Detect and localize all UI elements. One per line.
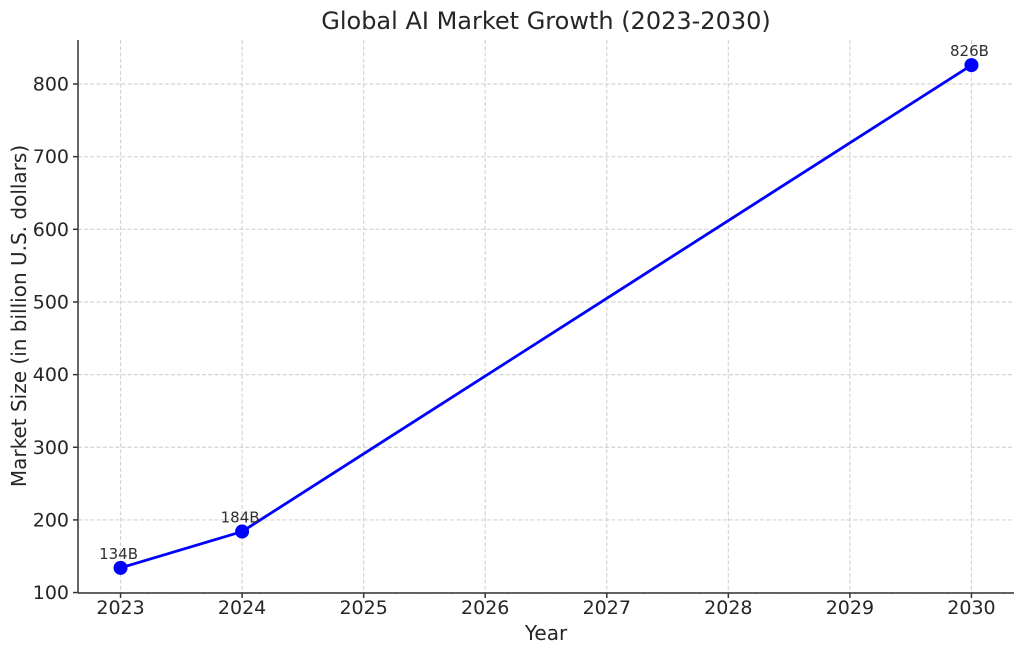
data-series <box>113 58 979 575</box>
x-tick-label: 2025 <box>339 597 387 619</box>
y-tick-label: 400 <box>33 364 69 386</box>
y-tick-label: 500 <box>33 291 69 313</box>
x-tick-label: 2024 <box>218 597 266 619</box>
data-point <box>235 524 250 539</box>
point-annotation: 184B <box>221 509 260 527</box>
tick-layer: 2023 2024 2025 2026 2027 2028 2029 2030 100 200 30… <box>33 74 996 619</box>
chart-title: Global AI Market Growth (2023-2030) <box>321 7 770 35</box>
data-point <box>113 560 128 575</box>
y-tick-label: 700 <box>33 146 69 168</box>
x-tick-label: 2026 <box>461 597 509 619</box>
x-tick-label: 2023 <box>96 597 144 619</box>
point-annotation: 134B <box>99 545 138 563</box>
market-growth-line <box>119 63 973 570</box>
x-tick-label: 2027 <box>583 597 631 619</box>
y-tick-label: 300 <box>33 437 69 459</box>
point-annotation: 826B <box>950 42 989 60</box>
x-tick-label: 2030 <box>947 597 995 619</box>
x-tick-label: 2028 <box>704 597 752 619</box>
data-point <box>964 58 979 73</box>
y-axis-label: Market Size (in billion U.S. dollars) <box>7 145 31 487</box>
y-tick-label: 800 <box>33 74 69 96</box>
x-tick-label: 2029 <box>826 597 874 619</box>
y-tick-label: 200 <box>33 509 69 531</box>
y-tick-label: 600 <box>33 219 69 241</box>
x-axis-label: Year <box>524 621 568 645</box>
annotation-layer: 134B 184B 826B <box>99 42 989 563</box>
grid-layer <box>78 40 1014 594</box>
y-tick-label: 100 <box>33 582 69 604</box>
